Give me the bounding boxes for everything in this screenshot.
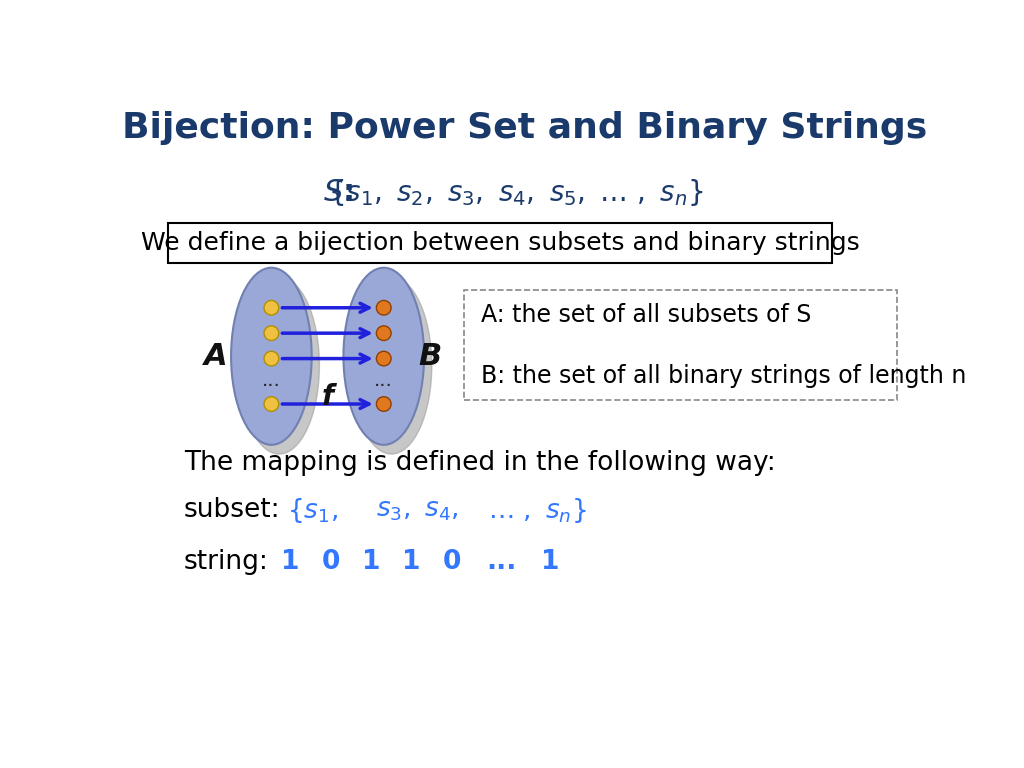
Text: $\ldots\ ,\ s_n\}$: $\ldots\ ,\ s_n\}$ bbox=[488, 496, 587, 525]
Circle shape bbox=[264, 397, 279, 412]
Ellipse shape bbox=[231, 268, 311, 445]
Text: B: B bbox=[419, 342, 442, 371]
Ellipse shape bbox=[343, 268, 424, 445]
Text: We define a bijection between subsets and binary strings: We define a bijection between subsets an… bbox=[140, 231, 859, 255]
Text: string:: string: bbox=[183, 549, 268, 575]
Text: A: A bbox=[204, 342, 227, 371]
Ellipse shape bbox=[239, 277, 319, 454]
Text: 1: 1 bbox=[541, 549, 560, 575]
Text: subset:: subset: bbox=[183, 497, 281, 523]
FancyBboxPatch shape bbox=[168, 223, 833, 263]
Ellipse shape bbox=[351, 277, 432, 454]
Circle shape bbox=[377, 326, 391, 340]
Text: f: f bbox=[322, 383, 334, 411]
Text: The mapping is defined in the following way:: The mapping is defined in the following … bbox=[183, 449, 775, 475]
Text: B: the set of all binary strings of length n: B: the set of all binary strings of leng… bbox=[481, 363, 967, 388]
Circle shape bbox=[264, 326, 279, 340]
Text: 1: 1 bbox=[362, 549, 381, 575]
Circle shape bbox=[264, 351, 279, 366]
Text: Bijection: Power Set and Binary Strings: Bijection: Power Set and Binary Strings bbox=[122, 111, 928, 144]
Text: $\{s_1,$: $\{s_1,$ bbox=[287, 496, 338, 525]
Text: 1: 1 bbox=[282, 549, 300, 575]
Text: A: the set of all subsets of S: A: the set of all subsets of S bbox=[481, 303, 812, 326]
Text: ...: ... bbox=[375, 372, 393, 390]
Text: $\{s_1,\ s_2,\ s_3,\ s_4,\ s_5,\ \ldots\ ,\ s_n\}$: $\{s_1,\ s_2,\ s_3,\ s_4,\ s_5,\ \ldots\… bbox=[328, 177, 703, 208]
Text: ...: ... bbox=[262, 372, 281, 390]
Text: 0: 0 bbox=[442, 549, 461, 575]
Text: 0: 0 bbox=[322, 549, 340, 575]
Circle shape bbox=[377, 397, 391, 412]
Text: $s_3,\ s_4,$: $s_3,\ s_4,$ bbox=[376, 497, 459, 523]
Circle shape bbox=[377, 300, 391, 315]
Text: 1: 1 bbox=[402, 549, 421, 575]
Circle shape bbox=[264, 300, 279, 315]
Text: $\mathit{S}$:: $\mathit{S}$: bbox=[323, 177, 352, 207]
Circle shape bbox=[377, 351, 391, 366]
FancyBboxPatch shape bbox=[464, 290, 897, 400]
Text: ...: ... bbox=[486, 549, 517, 575]
